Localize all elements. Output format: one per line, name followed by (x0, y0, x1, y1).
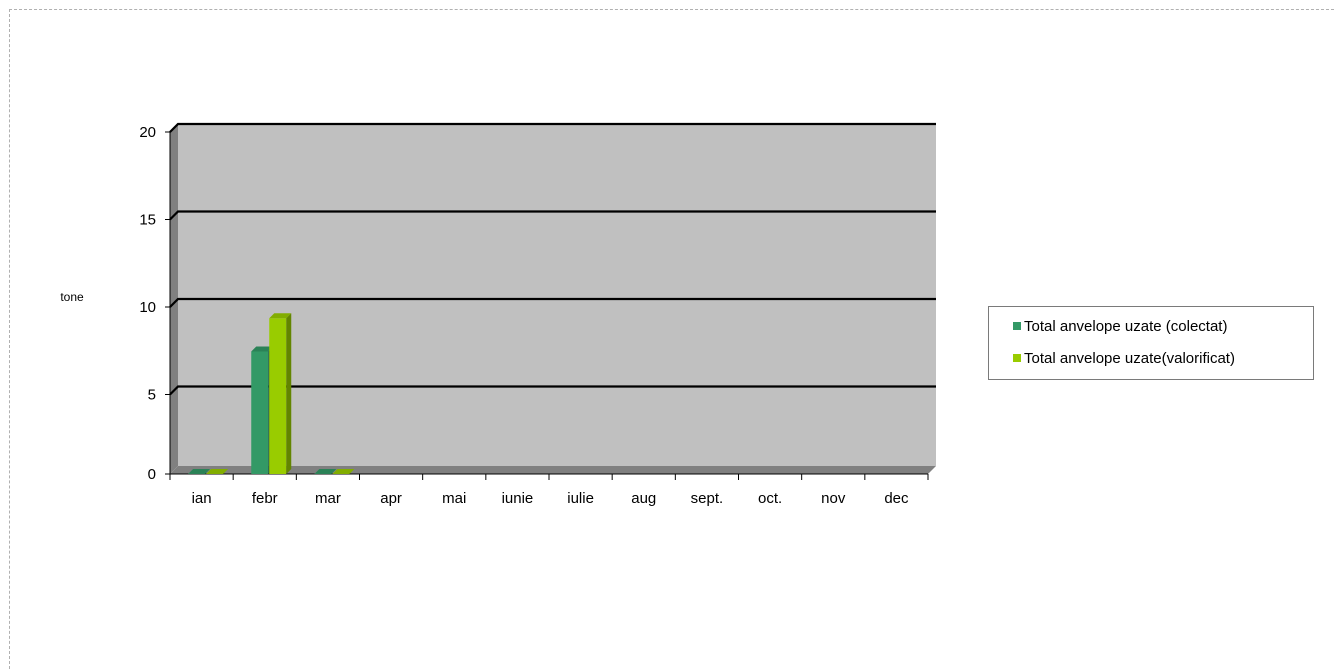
bar-side (286, 313, 292, 474)
y-axis-title: tone (60, 290, 84, 304)
gridline (169, 122, 936, 133)
legend-item-colectat: Total anvelope uzate (colectat) (1013, 318, 1227, 335)
bar-top (269, 313, 292, 319)
x-tick-label: apr (380, 490, 402, 507)
bar (314, 469, 337, 474)
legend-label-colectat: Total anvelope uzate (colectat) (1024, 318, 1228, 335)
x-tick-label: dec (884, 490, 909, 507)
plot-area (178, 124, 936, 466)
bar-front (269, 318, 287, 474)
bar-top (188, 469, 211, 474)
bar (332, 469, 355, 474)
bar (188, 469, 211, 474)
x-tick-label: febr (252, 490, 278, 507)
chart-frame (9, 9, 1335, 669)
legend-swatch-colectat (1013, 322, 1021, 330)
bar (269, 313, 292, 474)
x-tick-label: sept. (691, 490, 724, 507)
legend: Total anvelope uzate (colectat) Total an… (988, 306, 1314, 380)
x-tick-label: nov (821, 490, 846, 507)
y-tick-label: 15 (139, 212, 156, 229)
bar-top (251, 346, 274, 352)
y-tick-label: 20 (139, 124, 156, 141)
x-tick-label: ian (192, 490, 212, 507)
x-tick-label: mar (315, 490, 341, 507)
side-wall (170, 124, 178, 474)
bar-top (314, 469, 337, 474)
bar-top (332, 469, 355, 474)
legend-swatch-valorificat (1013, 354, 1021, 362)
bar-front (251, 351, 269, 474)
x-tick-label: iunie (502, 490, 534, 507)
floor (170, 466, 936, 474)
gridline (169, 385, 936, 396)
y-tick-label: 10 (139, 299, 156, 316)
x-tick-label: mai (442, 490, 466, 507)
x-tick-label: oct. (758, 490, 782, 507)
legend-label-valorificat: Total anvelope uzate(valorificat) (1024, 350, 1235, 367)
bar-top (206, 469, 229, 474)
gridline (169, 297, 936, 308)
legend-item-valorificat: Total anvelope uzate(valorificat) (1013, 350, 1235, 367)
y-tick-label: 0 (148, 466, 156, 483)
x-tick-label: aug (631, 490, 656, 507)
gridline (169, 210, 936, 221)
bar (206, 469, 229, 474)
y-tick-label: 5 (148, 387, 156, 404)
x-tick-label: iulie (567, 490, 594, 507)
